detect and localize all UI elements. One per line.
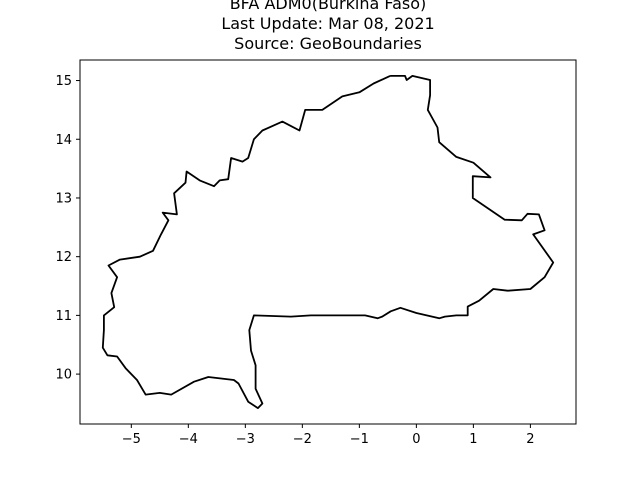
map-title-line-2: Last Update: Mar 08, 2021 — [221, 14, 435, 33]
y-tick-label: 11 — [55, 309, 72, 324]
map-title-line-1: BFA ADM0(Burkina Faso) — [229, 0, 427, 13]
x-tick-label: −2 — [293, 432, 312, 447]
x-tick-label: 1 — [469, 432, 477, 447]
x-tick-label: −3 — [236, 432, 255, 447]
x-tick-label: −5 — [122, 432, 141, 447]
x-axis: −5 −4 −3 −2 −1 0 1 2 — [122, 424, 535, 447]
y-tick-label: 15 — [55, 74, 72, 89]
y-axis: 10 11 12 13 14 15 — [55, 74, 80, 383]
x-tick-label: −1 — [350, 432, 369, 447]
country-boundary-outline — [101, 75, 555, 410]
y-tick-label: 10 — [55, 368, 72, 383]
plot-frame — [79, 59, 577, 425]
y-tick-label: 12 — [55, 250, 72, 265]
y-tick-label: 13 — [55, 191, 72, 206]
y-tick-label: 14 — [55, 133, 72, 148]
x-tick-label: 2 — [526, 432, 534, 447]
x-tick-label: 0 — [412, 432, 420, 447]
country-boundary-layer — [101, 75, 555, 410]
x-tick-label: −4 — [179, 432, 198, 447]
map-title-line-3: Source: GeoBoundaries — [234, 34, 422, 53]
map-title: BFA ADM0(Burkina Faso) Last Update: Mar … — [0, 0, 640, 54]
